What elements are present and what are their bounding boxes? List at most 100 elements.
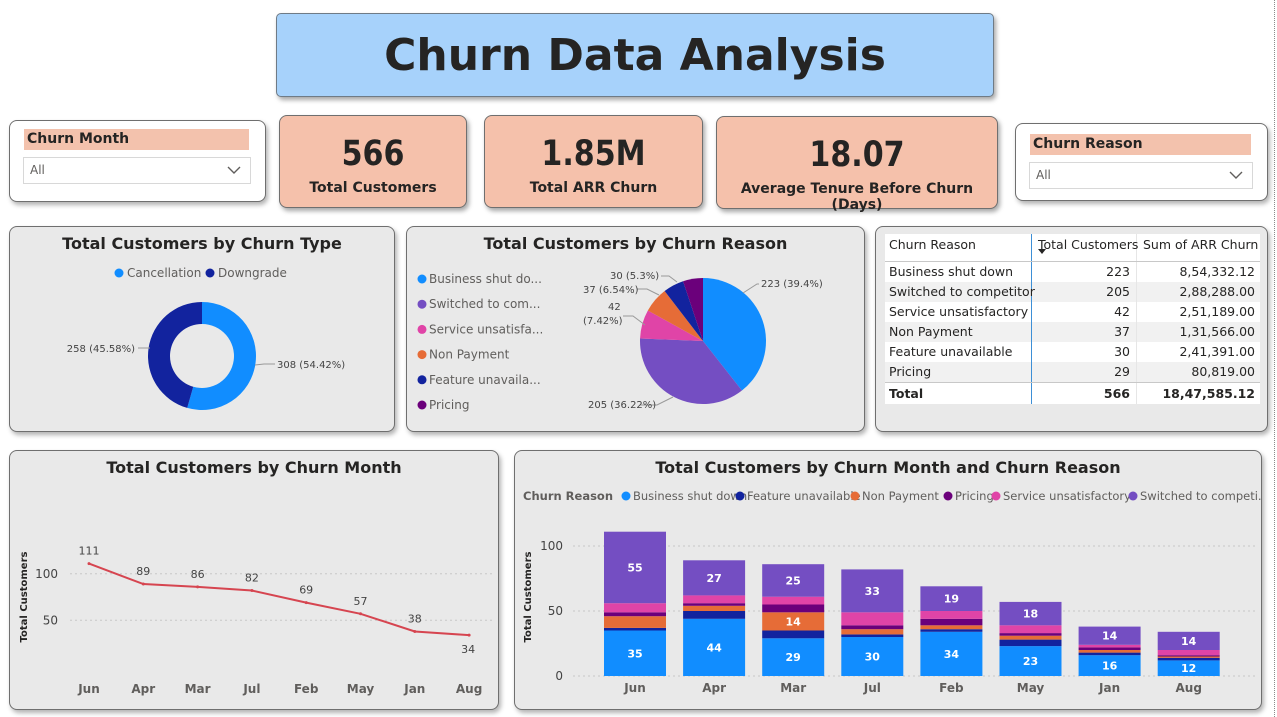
legend-label-cancellation: Cancellation xyxy=(127,266,201,280)
dashboard-title: Churn Data Analysis xyxy=(384,29,886,81)
legend-title: Churn Reason xyxy=(523,489,613,503)
bar-segment xyxy=(762,638,825,676)
bar-segment xyxy=(841,629,904,635)
bar-data-label: 23 xyxy=(1023,655,1038,668)
legend-marker xyxy=(943,491,953,501)
bar-segment xyxy=(1157,660,1220,676)
table-header-cell[interactable]: Sum of ARR Churn xyxy=(1143,237,1259,252)
legend-label: Business shut down xyxy=(633,489,747,503)
table-cell: Service unsatisfactory xyxy=(885,302,1032,322)
x-tick-label: Jul xyxy=(242,682,260,696)
legend-label: Service unsatisfactory xyxy=(1003,489,1131,503)
table-header-cell[interactable]: Total Customers xyxy=(1032,234,1138,261)
pie-data-label: 30 (5.3%) xyxy=(610,271,659,282)
pie-leader-line xyxy=(742,283,759,294)
bar-segment xyxy=(1078,626,1141,645)
bar-segment xyxy=(683,618,746,676)
churn-type-chart-title: Total Customers by Churn Type xyxy=(62,234,342,253)
donut-slice-cancellation xyxy=(187,302,256,410)
churn-reason-table-card: Churn Reason Total Customers Sum of ARR … xyxy=(875,226,1268,432)
bar-segment xyxy=(999,639,1062,647)
bar-segment xyxy=(920,631,983,676)
pie-data-label: (7.42%) xyxy=(583,316,623,327)
legend-label: Non Payment xyxy=(862,489,939,503)
table-cell: 2,88,288.00 xyxy=(1179,284,1255,299)
bar-segment xyxy=(604,630,666,676)
table-cell: 2,41,391.00 xyxy=(1179,344,1255,359)
x-tick-label: Feb xyxy=(294,682,319,696)
bar-data-label: 35 xyxy=(627,647,642,660)
churn-reason-dropdown[interactable]: All xyxy=(1029,162,1253,189)
kpi-average-tenure-label: Average Tenure Before Churn (Days) xyxy=(740,181,974,213)
churn-month-reason-chart-title: Total Customers by Churn Month and Churn… xyxy=(655,458,1121,477)
x-tick-label: Mar xyxy=(185,682,211,696)
line-data-label: 34 xyxy=(461,643,475,656)
legend-label: Pricing xyxy=(429,398,469,412)
bar-segment xyxy=(604,627,666,631)
pie-leader-line xyxy=(661,275,678,283)
donut-data-label: 308 (54.42%) xyxy=(277,360,345,371)
churn-month-reason-bar-chart: Churn Reason Business shut down Feature un… xyxy=(523,489,1261,695)
bar-segment xyxy=(762,612,825,631)
table-cell: 80,819.00 xyxy=(1191,364,1255,379)
churn-reason-dropdown-value: All xyxy=(1036,168,1051,182)
legend-marker xyxy=(850,491,860,501)
table-header-row: Churn Reason Total Customers Sum of ARR … xyxy=(885,234,1260,262)
pie-slice xyxy=(640,310,703,341)
bar-data-label: 19 xyxy=(944,593,959,606)
churn-month-slicer: Churn Month All xyxy=(9,120,266,202)
table-cell: Total xyxy=(885,383,1032,404)
bar-segment xyxy=(920,611,983,619)
kpi-total-customers-value: 566 xyxy=(341,134,405,174)
x-tick-label: Mar xyxy=(780,681,806,695)
bar-segment xyxy=(1157,650,1220,656)
bar-segment xyxy=(999,633,1062,636)
kpi-total-customers-label: Total Customers xyxy=(309,180,437,196)
bar-segment xyxy=(683,595,746,604)
bar-segment xyxy=(841,612,904,626)
line-point xyxy=(467,633,471,637)
churn-month-chart-title: Total Customers by Churn Month xyxy=(106,458,402,477)
legend-label: Non Payment xyxy=(429,348,510,362)
churn-month-dropdown[interactable]: All xyxy=(23,157,251,184)
page-edge-guide xyxy=(1274,0,1275,717)
x-tick-label: Apr xyxy=(131,682,155,696)
bar-segment xyxy=(999,601,1062,626)
pie-leader-line xyxy=(623,315,646,326)
line-data-label: 57 xyxy=(354,595,368,608)
bar-segment xyxy=(1157,631,1220,650)
bar-segment xyxy=(762,630,825,639)
x-tick-label: Jul xyxy=(863,681,881,695)
legend-label: Pricing xyxy=(955,489,994,503)
bar-segment xyxy=(683,603,746,606)
line-point xyxy=(413,629,417,633)
donut-slice-downgrade xyxy=(148,302,202,408)
table-row: Feature unavailable 30 2,41,391.00 xyxy=(885,342,1260,362)
bar-segment xyxy=(841,625,904,630)
bar-data-label: 33 xyxy=(865,585,880,598)
bar-data-label: 16 xyxy=(1102,660,1118,673)
bar-segment xyxy=(841,634,904,637)
table-cell: 37 xyxy=(1032,322,1137,342)
x-tick-label: May xyxy=(347,682,375,696)
bar-segment xyxy=(683,611,746,619)
legend-label: Service unsatisfa... xyxy=(429,322,543,336)
kpi-average-tenure-value: 18.07 xyxy=(809,135,905,175)
bar-segment xyxy=(604,603,666,613)
table-row: Business shut down 223 8,54,332.12 xyxy=(885,262,1260,282)
bar-segment xyxy=(1078,647,1141,650)
table-header-cell[interactable]: Churn Reason xyxy=(885,234,1032,261)
bar-segment xyxy=(920,586,983,611)
churn-reason-table: Churn Reason Total Customers Sum of ARR … xyxy=(885,234,1260,404)
line-data-label: 86 xyxy=(191,568,205,581)
y-tick-label: 100 xyxy=(35,567,58,581)
bar-segment xyxy=(1078,652,1141,656)
churn-month-dropdown-value: All xyxy=(30,163,45,177)
table-cell: Business shut down xyxy=(885,262,1032,282)
legend-marker xyxy=(417,299,427,309)
chevron-down-icon xyxy=(227,166,241,174)
table-cell: 566 xyxy=(1032,383,1137,404)
line-point xyxy=(87,562,91,566)
line-data-label: 69 xyxy=(299,584,313,597)
table-cell: 42 xyxy=(1032,302,1137,322)
